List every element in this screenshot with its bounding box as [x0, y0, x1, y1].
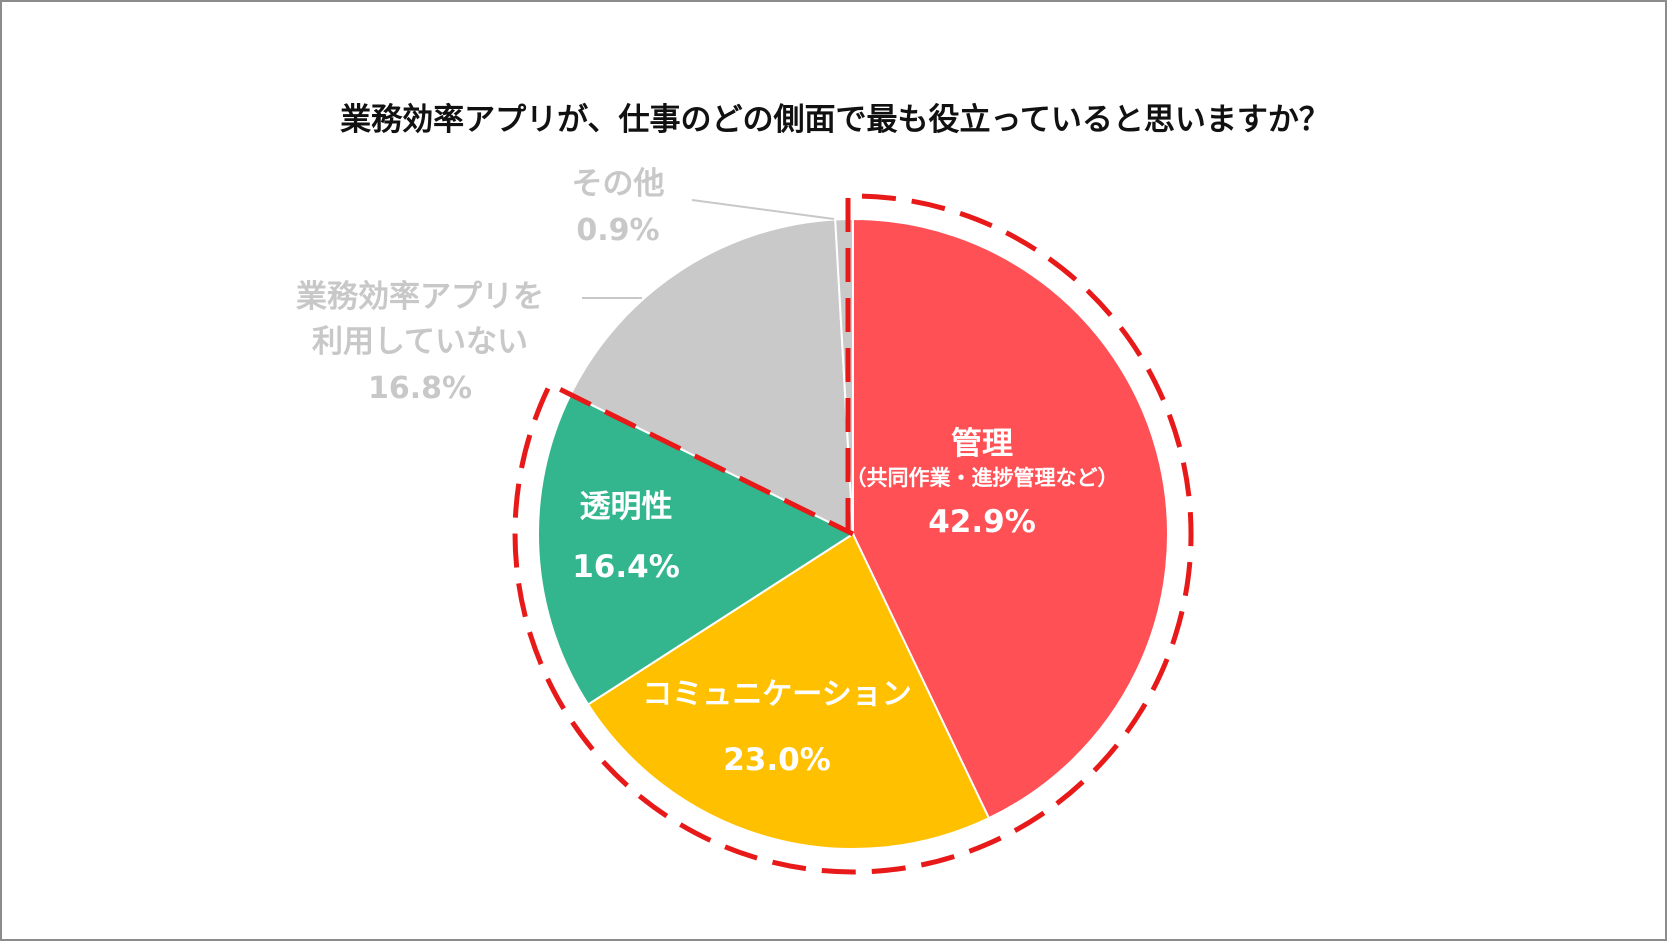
slice-label-not-using-line1: 業務効率アプリを [296, 279, 544, 315]
pie-slices [537, 217, 1169, 850]
slice-sublabel-management: （共同作業・進捗管理など） [846, 466, 1119, 490]
slice-label-not-using-line2: 利用していない [312, 324, 528, 360]
highlight-dashed-outline [512, 193, 1194, 875]
chart-title: 業務効率アプリが、仕事のどの側面で最も役立っていると思いますか？ [340, 102, 1330, 138]
slice-label-management: 管理 [951, 426, 1013, 462]
slice-label-communication: コミュニケーション [642, 677, 911, 712]
slice-value-management: 42.9% [928, 504, 1036, 540]
pie-slice [569, 218, 855, 536]
pie-labels: 管理 （共同作業・進捗管理など） 42.9% コミュニケーション 23.0% 透明性 16.… [296, 166, 1119, 778]
pie-slice [537, 393, 856, 706]
slice-value-not-using: 16.8% [368, 371, 472, 406]
slice-label-other: その他 [572, 166, 665, 202]
slice-value-communication: 23.0% [723, 742, 831, 778]
pie-slice [852, 217, 1169, 820]
slice-label-transparency: 透明性 [580, 489, 673, 525]
highlight-outline [512, 193, 1194, 875]
pie-slice [586, 532, 991, 850]
leader-line-other [691, 199, 835, 220]
slice-value-other: 0.9% [576, 213, 659, 248]
slice-value-transparency: 16.4% [572, 549, 680, 585]
